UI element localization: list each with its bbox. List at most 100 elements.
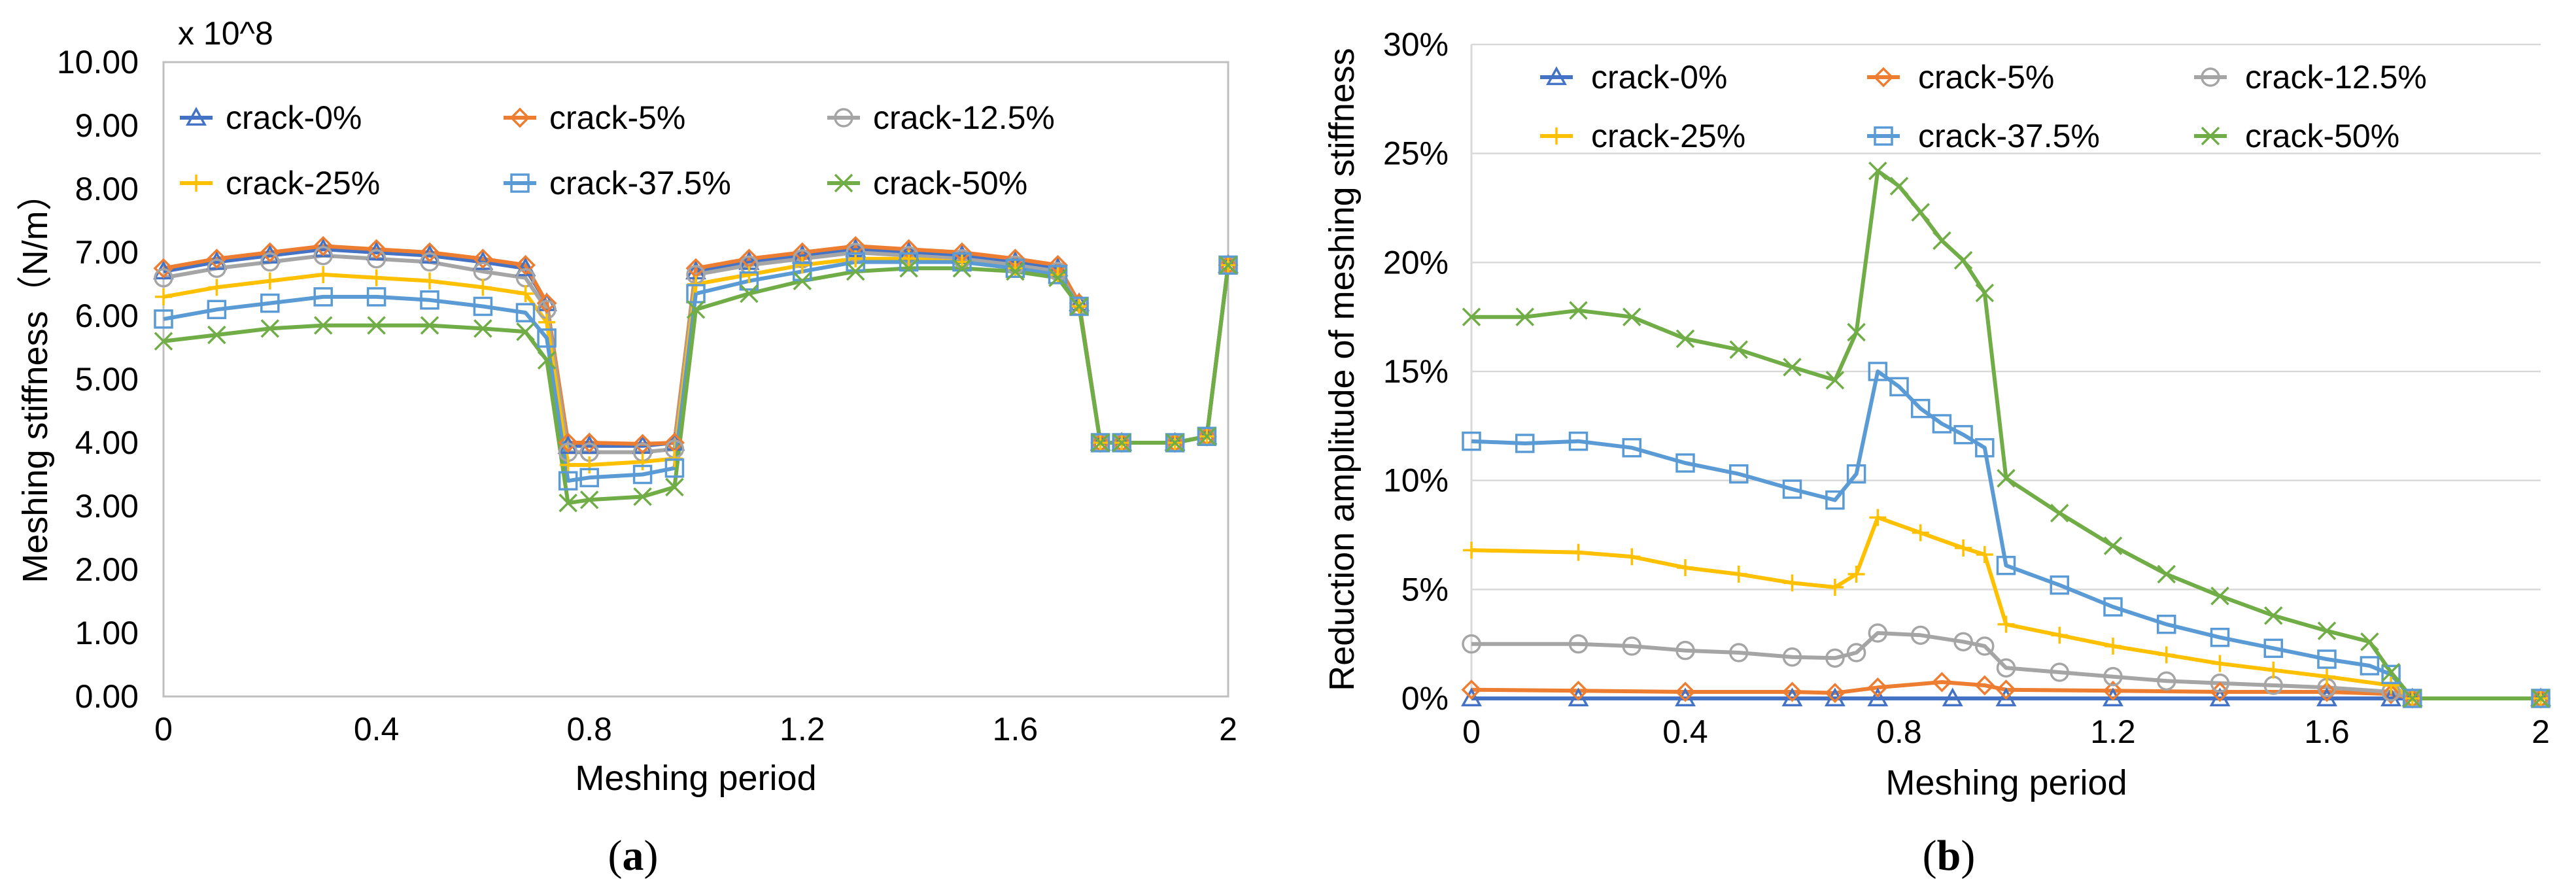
series-markers [153, 235, 1239, 513]
legend-item: crack-37.5% [504, 165, 731, 201]
data-point [2360, 632, 2379, 651]
data-point [2157, 564, 2176, 584]
legend-item: crack-25% [1540, 118, 1745, 154]
data-point [581, 456, 598, 473]
data-point [1782, 647, 1802, 667]
data-point [2531, 689, 2550, 708]
data-point [1847, 566, 1865, 583]
data-point [260, 252, 280, 272]
data-point [515, 303, 536, 322]
data-point [1867, 677, 1888, 698]
y-tick-label: 5.00 [75, 361, 139, 398]
data-point [155, 288, 172, 305]
y-tick-label: 0.00 [75, 678, 139, 715]
data-point [1463, 541, 1480, 559]
x-tick-label: 0.4 [1662, 713, 1708, 750]
data-point [1197, 427, 1216, 446]
data-point [1910, 625, 1931, 645]
data-point [1569, 301, 1588, 320]
data-point [208, 279, 226, 296]
data-point [1112, 433, 1131, 453]
data-point [2382, 677, 2400, 694]
data-point [634, 453, 651, 471]
data-point [1868, 362, 1888, 381]
legend-swatch-marker [186, 107, 207, 126]
legend-label: crack-37.5% [549, 165, 731, 201]
legend-label: crack-5% [549, 99, 685, 136]
data-point [2317, 649, 2337, 669]
data-point [1955, 540, 1972, 557]
data-point [537, 351, 557, 370]
data-point [1953, 632, 1973, 652]
legend-item: crack-12.5% [2194, 59, 2427, 95]
data-point [1868, 162, 1887, 180]
x-tick-label: 1.6 [2304, 713, 2350, 750]
data-point [1975, 283, 1995, 303]
series-line-crack-25 [1471, 515, 2541, 700]
x-tick-label: 2 [2532, 713, 2550, 750]
y-axis-title: Meshing stiffness（N/m） [16, 175, 55, 583]
series-points-crack-37-5 [154, 252, 1238, 490]
x-tick-label: 0.4 [354, 711, 400, 747]
series-line-crack-12-5 [1471, 631, 2541, 700]
legend-label: crack-25% [1591, 118, 1745, 154]
data-point [1006, 260, 1024, 277]
data-point [2531, 689, 2550, 708]
multiplier-label: x 10^8 [178, 15, 273, 52]
data-point [1005, 258, 1025, 278]
legend-swatch-marker [509, 107, 530, 128]
data-point [1675, 640, 1695, 660]
data-point [367, 316, 386, 335]
data-point [153, 258, 174, 279]
legend-label: crack-12.5% [873, 99, 1055, 136]
data-point [2381, 664, 2401, 685]
data-point [313, 235, 334, 256]
data-point [1048, 268, 1067, 288]
data-point [261, 272, 279, 290]
x-tick-label: 1.2 [780, 711, 825, 747]
data-point [2265, 661, 2282, 679]
data-point [420, 290, 439, 310]
data-point [1783, 358, 1802, 377]
x-tick-label: 0.8 [566, 711, 612, 747]
data-point [686, 300, 706, 319]
legend-swatch-marker [1546, 66, 1567, 86]
y-axis-title: Reduction amplitude of meshing stiffness [1322, 48, 1362, 691]
data-point [1623, 548, 1641, 566]
y-tick-label: 5% [1401, 571, 1449, 608]
data-point [559, 456, 577, 473]
data-point [579, 468, 599, 488]
data-point [1932, 231, 1951, 250]
data-point [1568, 680, 1589, 701]
legend-label: crack-25% [226, 165, 380, 201]
data-point [1974, 675, 1995, 696]
data-point [1730, 566, 1747, 583]
y-tick-label: 10% [1383, 462, 1449, 499]
data-point [536, 293, 557, 314]
data-point [686, 284, 706, 303]
data-point [366, 249, 386, 269]
data-point [2380, 683, 2401, 704]
data-point [1996, 658, 2016, 678]
panel-a-chart: 0.00 1.00 2.00 3.00 4.00 5.00 6.00 7.00 8.00 9.00… [16, 15, 1239, 880]
data-point [368, 269, 385, 286]
data-point [1782, 479, 1802, 499]
y-tick-label: 1.00 [75, 615, 139, 651]
series-points-crack-25 [155, 250, 1237, 473]
data-point [952, 252, 972, 272]
x-axis-title: Meshing period [575, 759, 816, 798]
data-point [313, 316, 333, 335]
legend-item: crack-37.5% [1867, 118, 2100, 154]
data-point [1912, 524, 1929, 541]
data-point [315, 266, 332, 283]
data-point [154, 332, 173, 351]
data-point [1932, 414, 1952, 434]
x-tick-labels: 0 0.4 0.8 1.2 1.6 2 [154, 711, 1237, 747]
x-tick-label: 1.6 [993, 711, 1039, 747]
data-point [2051, 626, 2069, 644]
legend-label: crack-0% [226, 99, 362, 136]
data-point [2157, 646, 2175, 664]
data-point [2103, 680, 2123, 701]
y-tick-label: 6.00 [75, 298, 139, 334]
